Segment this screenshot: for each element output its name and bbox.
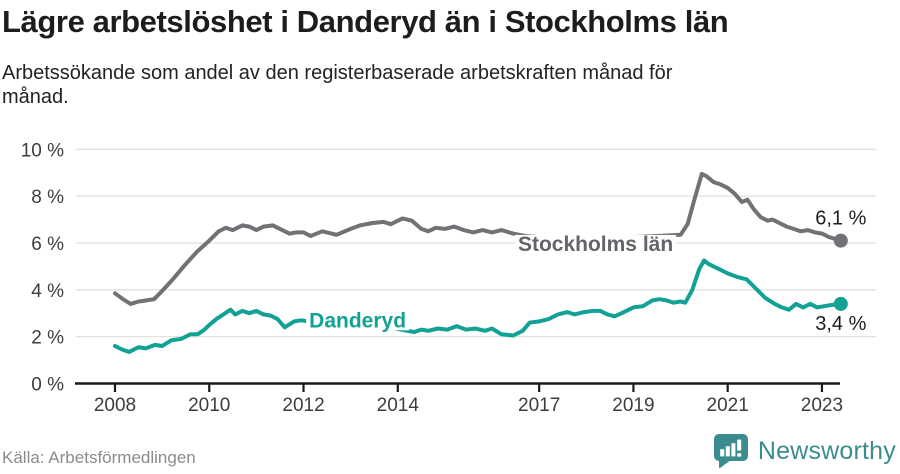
series-annotations: Stockholms län 6,1 % Danderyd 3,4 % <box>306 208 867 335</box>
y-tick-label: 0 % <box>31 375 64 396</box>
series-line-danderyd <box>113 258 843 354</box>
y-tick-label: 8 % <box>31 187 64 208</box>
x-tick-label: 2019 <box>612 395 654 416</box>
x-tick-label: 2023 <box>801 395 843 416</box>
y-tick-label: 10 % <box>21 140 64 161</box>
x-tick-label: 2021 <box>707 395 749 416</box>
data-series <box>113 171 848 354</box>
series-latest-value: 3,4 % <box>815 313 866 335</box>
newsworthy-brand: Newsworthy <box>712 433 896 470</box>
y-tick-label: 6 % <box>31 234 64 255</box>
x-tick-label: 2012 <box>282 395 324 416</box>
x-tick-label: 2010 <box>188 395 230 416</box>
newsworthy-logo-icon <box>713 434 748 469</box>
series-line-stockholm <box>113 171 843 306</box>
y-axis-tick-labels: 0 % 2 % 4 % 6 % 8 % 10 % <box>21 140 64 395</box>
x-tick-label: 2008 <box>94 395 136 416</box>
x-axis <box>75 382 840 392</box>
series-end-dot <box>833 296 848 311</box>
page-title: Lägre arbetslöshet i Danderyd än i Stock… <box>2 4 729 39</box>
x-axis-tick-labels: 2008 2010 2012 2014 2017 2019 2021 2023 <box>94 395 843 416</box>
source-note: Källa: Arbetsförmedlingen <box>2 448 196 467</box>
x-tick-label: 2014 <box>377 395 420 416</box>
gridlines <box>76 148 876 338</box>
series-latest-value: 6,1 % <box>815 208 866 230</box>
y-tick-label: 2 % <box>31 328 64 349</box>
newsworthy-wordmark: Newsworthy <box>757 437 896 465</box>
series-label: Stockholms län <box>518 233 673 256</box>
x-tick-label: 2017 <box>518 395 560 416</box>
series-end-dot <box>833 233 848 248</box>
chart-subtitle: Arbetssökande som andel av den registerb… <box>2 62 673 109</box>
y-tick-label: 4 % <box>31 281 64 302</box>
series-label: Danderyd <box>309 309 406 332</box>
